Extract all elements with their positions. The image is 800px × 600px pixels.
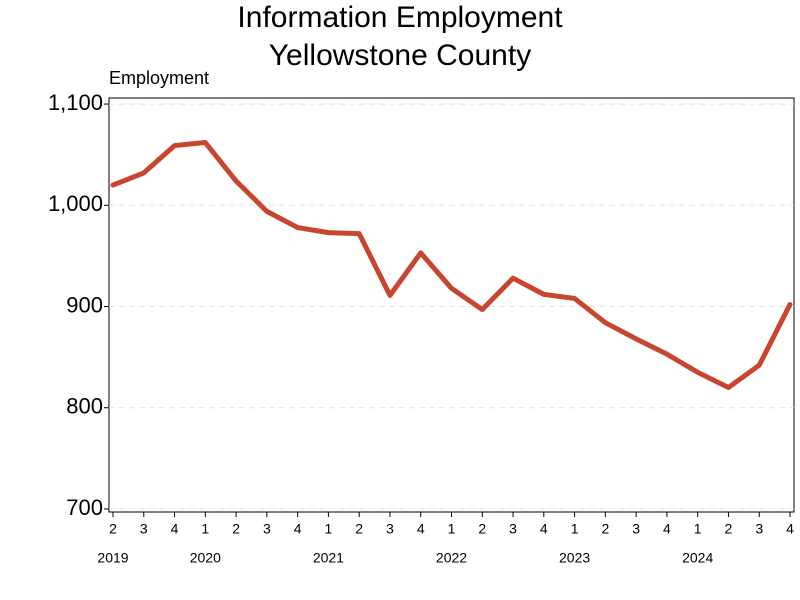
x-tick-label: 3 xyxy=(632,521,640,537)
y-tick-label: 800 xyxy=(66,394,103,419)
chart-title: Information Employment xyxy=(237,1,563,34)
x-tick-label: 1 xyxy=(571,521,579,537)
x-group-label: 2021 xyxy=(313,550,344,566)
x-group-label: 2022 xyxy=(436,550,467,566)
x-tick-label: 4 xyxy=(786,521,794,537)
x-tick-label: 3 xyxy=(755,521,763,537)
x-group-label: 2024 xyxy=(682,550,713,566)
x-tick-label: 1 xyxy=(201,521,209,537)
x-tick-label: 3 xyxy=(509,521,517,537)
x-tick-label: 1 xyxy=(448,521,456,537)
x-tick-label: 2 xyxy=(725,521,733,537)
x-tick-label: 2 xyxy=(232,521,240,537)
y-tick-label: 900 xyxy=(66,292,103,317)
x-group-label: 2020 xyxy=(190,550,221,566)
x-tick-label: 2 xyxy=(355,521,363,537)
x-tick-label: 4 xyxy=(171,521,179,537)
x-tick-label: 4 xyxy=(294,521,302,537)
x-tick-label: 3 xyxy=(140,521,148,537)
plot-frame xyxy=(108,97,795,513)
x-tick-label: 4 xyxy=(663,521,671,537)
x-tick-label: 4 xyxy=(417,521,425,537)
x-tick-label: 3 xyxy=(263,521,271,537)
x-tick-label: 2 xyxy=(601,521,609,537)
y-axis-label: Employment xyxy=(109,68,209,88)
x-tick-label: 1 xyxy=(325,521,333,537)
chart-subtitle: Yellowstone County xyxy=(269,39,531,72)
x-tick-label: 1 xyxy=(694,521,702,537)
y-tick-label: 1,100 xyxy=(48,90,103,115)
x-tick-label: 3 xyxy=(386,521,394,537)
x-tick-label: 4 xyxy=(540,521,548,537)
y-tick-label: 700 xyxy=(66,495,103,520)
x-group-label: 2019 xyxy=(97,550,128,566)
x-group-label: 2023 xyxy=(559,550,590,566)
y-tick-label: 1,000 xyxy=(48,191,103,216)
x-tick-label: 2 xyxy=(478,521,486,537)
line xyxy=(110,140,793,390)
x-tick-label: 2 xyxy=(109,521,117,537)
